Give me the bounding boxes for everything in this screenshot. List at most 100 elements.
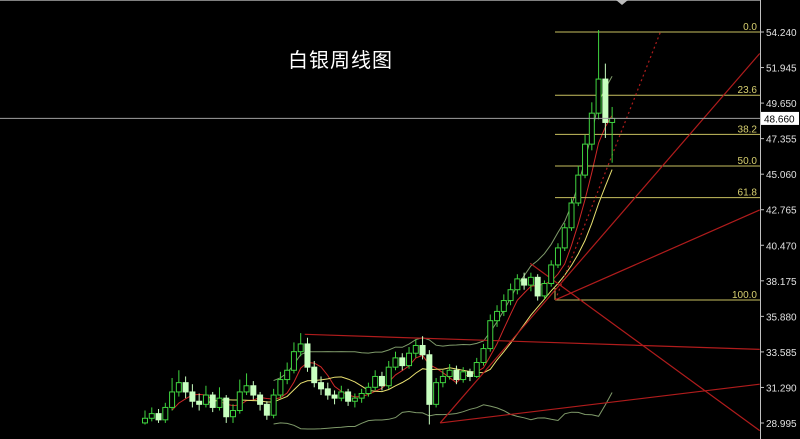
candle bbox=[480, 343, 487, 366]
candle-body bbox=[534, 276, 541, 297]
candle-body bbox=[358, 392, 365, 399]
candle bbox=[236, 379, 243, 414]
candle-body bbox=[142, 417, 148, 424]
candle bbox=[548, 260, 555, 287]
candle bbox=[142, 410, 148, 425]
current-price-value: 48.660 bbox=[764, 114, 795, 125]
candle bbox=[433, 378, 440, 408]
candle-body bbox=[426, 354, 433, 405]
candle bbox=[270, 388, 277, 419]
ma-fast-line bbox=[171, 115, 613, 411]
candle-body bbox=[324, 388, 331, 396]
candle bbox=[575, 165, 582, 207]
candle-body bbox=[338, 391, 345, 399]
candle-body bbox=[243, 385, 250, 393]
candle-body bbox=[487, 320, 494, 350]
candle-body bbox=[588, 112, 595, 145]
candle-body bbox=[507, 289, 514, 302]
candle bbox=[277, 371, 284, 399]
moving-averages bbox=[171, 115, 613, 411]
candle-body bbox=[439, 375, 446, 384]
trendlines bbox=[304, 32, 761, 432]
candle bbox=[263, 401, 270, 420]
current-price-label: 48.660 bbox=[761, 111, 799, 125]
bollinger-lower-line bbox=[273, 392, 613, 430]
price-tick-label: 51.945 bbox=[766, 64, 797, 75]
candle bbox=[175, 370, 182, 397]
candle bbox=[324, 382, 331, 400]
candle bbox=[372, 370, 379, 391]
candle-body bbox=[385, 366, 392, 387]
candle bbox=[527, 272, 534, 292]
fib-level-label: 0.0 bbox=[743, 22, 757, 33]
candle-body bbox=[392, 357, 399, 368]
candle-body bbox=[263, 403, 270, 416]
candle bbox=[602, 63, 609, 138]
price-tick-label: 45.060 bbox=[766, 170, 797, 181]
candle-body bbox=[453, 369, 460, 381]
candle-body bbox=[466, 371, 473, 377]
candle-body bbox=[169, 391, 176, 408]
candle-body bbox=[582, 143, 589, 176]
candle bbox=[588, 102, 595, 151]
candle bbox=[304, 337, 311, 372]
candle-body bbox=[345, 391, 352, 402]
trendline bbox=[304, 333, 760, 350]
candle bbox=[554, 243, 561, 269]
fib-level-label: 61.8 bbox=[738, 188, 758, 199]
candle-body bbox=[446, 369, 453, 377]
candle-body bbox=[331, 394, 338, 399]
bollinger-bands bbox=[273, 75, 613, 430]
candle bbox=[297, 333, 304, 357]
candle-body bbox=[277, 379, 284, 396]
candle bbox=[223, 395, 230, 423]
fibonacci-retracement: 0.0 23.6 38.2 50.0 61.8 100.0 bbox=[554, 22, 760, 301]
candle-body bbox=[318, 382, 325, 390]
candle bbox=[196, 393, 203, 411]
candle-body bbox=[406, 352, 413, 367]
candle bbox=[202, 385, 209, 408]
candle bbox=[412, 339, 419, 358]
candle bbox=[230, 404, 237, 423]
candle-body bbox=[548, 264, 555, 285]
candle bbox=[507, 283, 514, 306]
candle bbox=[169, 378, 176, 411]
fib-level-label: 23.6 bbox=[738, 85, 758, 96]
bollinger-upper-line bbox=[273, 75, 613, 382]
candle-body bbox=[162, 406, 169, 421]
candle bbox=[453, 365, 460, 385]
candle-body bbox=[182, 382, 189, 393]
candle bbox=[311, 360, 318, 388]
candle-body bbox=[175, 382, 182, 393]
candle bbox=[331, 390, 338, 405]
candle-body bbox=[561, 227, 568, 249]
candle bbox=[290, 342, 297, 374]
candle-body bbox=[514, 278, 521, 291]
candle bbox=[487, 314, 494, 352]
candle bbox=[162, 402, 169, 423]
candle bbox=[216, 387, 223, 411]
trendline bbox=[529, 262, 761, 432]
trendline bbox=[440, 383, 760, 424]
candle bbox=[155, 408, 162, 423]
candle-body bbox=[473, 362, 480, 377]
candle bbox=[568, 198, 575, 231]
candle-body bbox=[290, 351, 297, 371]
candle bbox=[439, 370, 446, 388]
candle-body bbox=[216, 397, 223, 408]
candle-body bbox=[297, 343, 304, 353]
candle bbox=[406, 347, 413, 369]
candle bbox=[399, 353, 406, 371]
candle-body bbox=[257, 394, 264, 405]
candle-body bbox=[372, 375, 379, 388]
price-tick-label: 35.880 bbox=[766, 312, 797, 323]
candle-body bbox=[223, 397, 230, 418]
candle-body bbox=[196, 400, 203, 405]
trendline bbox=[439, 53, 761, 424]
fib-level-label: 38.2 bbox=[738, 124, 758, 135]
candle bbox=[243, 373, 250, 396]
scroll-marker-icon[interactable] bbox=[616, 0, 628, 5]
price-tick-label: 42.765 bbox=[766, 206, 797, 217]
candle bbox=[257, 391, 264, 411]
